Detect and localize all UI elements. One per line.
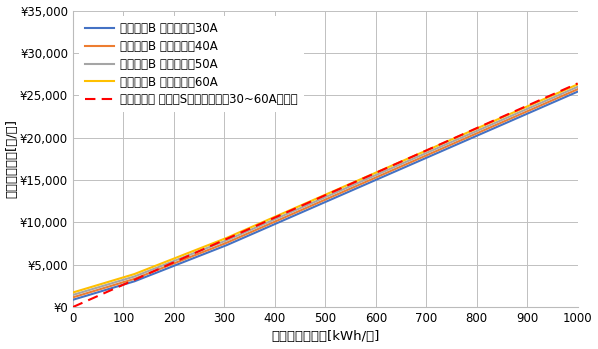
Y-axis label: 推定電気料金[円/月]: 推定電気料金[円/月] (5, 119, 19, 198)
従量電灯B 契約容量：40A (114, 282, 121, 286)
従量電灯B 契約容量：60A (257, 221, 264, 225)
従量電灯B 契約容量：30A (485, 129, 492, 133)
従量電灯B 契約容量：50A (97, 285, 104, 289)
従量電灯B 契約容量：60A (485, 121, 492, 126)
従量電灯B 契約容量：30A (97, 290, 104, 294)
Line: 従量電灯B 契約容量：40A: 従量電灯B 契約容量：40A (73, 89, 578, 297)
従量電灯B 契約容量：30A (69, 298, 77, 302)
従量電灯B 契約容量：30A (373, 178, 380, 182)
Line: 楽天でんき プランS（契約容量：30~60A共通）: 楽天でんき プランS（契約容量：30~60A共通） (73, 83, 578, 307)
従量電灯B 契約容量：40A (81, 292, 88, 296)
楽天でんき プランS（契約容量：30~60A共通） (373, 171, 380, 175)
楽天でんき プランS（契約容量：30~60A共通） (574, 81, 581, 86)
楽天でんき プランS（契約容量：30~60A共通） (257, 222, 264, 226)
楽天でんき プランS（契約容量：30~60A共通） (485, 121, 492, 125)
Line: 従量電灯B 契約容量：30A: 従量電灯B 契約容量：30A (73, 92, 578, 300)
従量電灯B 契約容量：50A (257, 223, 264, 228)
Legend: 従量電灯B 契約容量：30A, 従量電灯B 契約容量：40A, 従量電灯B 契約容量：50A, 従量電灯B 契約容量：60A, 楽天でんき プランS（契約容量：: 従量電灯B 契約容量：30A, 従量電灯B 契約容量：40A, 従量電灯B 契約… (79, 16, 304, 112)
従量電灯B 契約容量：50A (69, 293, 77, 297)
楽天でんき プランS（契約容量：30~60A共通） (114, 285, 121, 289)
従量電灯B 契約容量：60A (81, 287, 88, 291)
従量電灯B 契約容量：40A (257, 226, 264, 230)
従量電灯B 契約容量：50A (485, 124, 492, 128)
楽天でんき プランS（契約容量：30~60A共通） (81, 300, 88, 304)
従量電灯B 契約容量：30A (257, 228, 264, 232)
従量電灯B 契約容量：60A (114, 277, 121, 281)
従量電灯B 契約容量：40A (97, 287, 104, 291)
従量電灯B 契約容量：60A (574, 82, 581, 87)
従量電灯B 契約容量：60A (69, 290, 77, 295)
従量電灯B 契約容量：50A (373, 173, 380, 177)
従量電灯B 契約容量：60A (373, 170, 380, 174)
従量電灯B 契約容量：50A (114, 280, 121, 284)
Line: 従量電灯B 契約容量：50A: 従量電灯B 契約容量：50A (73, 87, 578, 295)
X-axis label: 月間電力使用量[kWh/月]: 月間電力使用量[kWh/月] (271, 331, 380, 343)
従量電灯B 契約容量：40A (69, 295, 77, 299)
従量電灯B 契約容量：60A (97, 282, 104, 287)
従量電灯B 契約容量：40A (485, 126, 492, 131)
従量電灯B 契約容量：30A (81, 294, 88, 298)
従量電灯B 契約容量：40A (574, 87, 581, 91)
楽天でんき プランS（契約容量：30~60A共通） (69, 305, 77, 309)
従量電灯B 契約容量：50A (574, 85, 581, 89)
従量電灯B 契約容量：30A (114, 284, 121, 289)
従量電灯B 契約容量：40A (373, 175, 380, 179)
Line: 従量電灯B 契約容量：60A: 従量電灯B 契約容量：60A (73, 84, 578, 292)
従量電灯B 契約容量：30A (574, 90, 581, 94)
楽天でんき プランS（契約容量：30~60A共通） (97, 293, 104, 297)
従量電灯B 契約容量：50A (81, 289, 88, 294)
